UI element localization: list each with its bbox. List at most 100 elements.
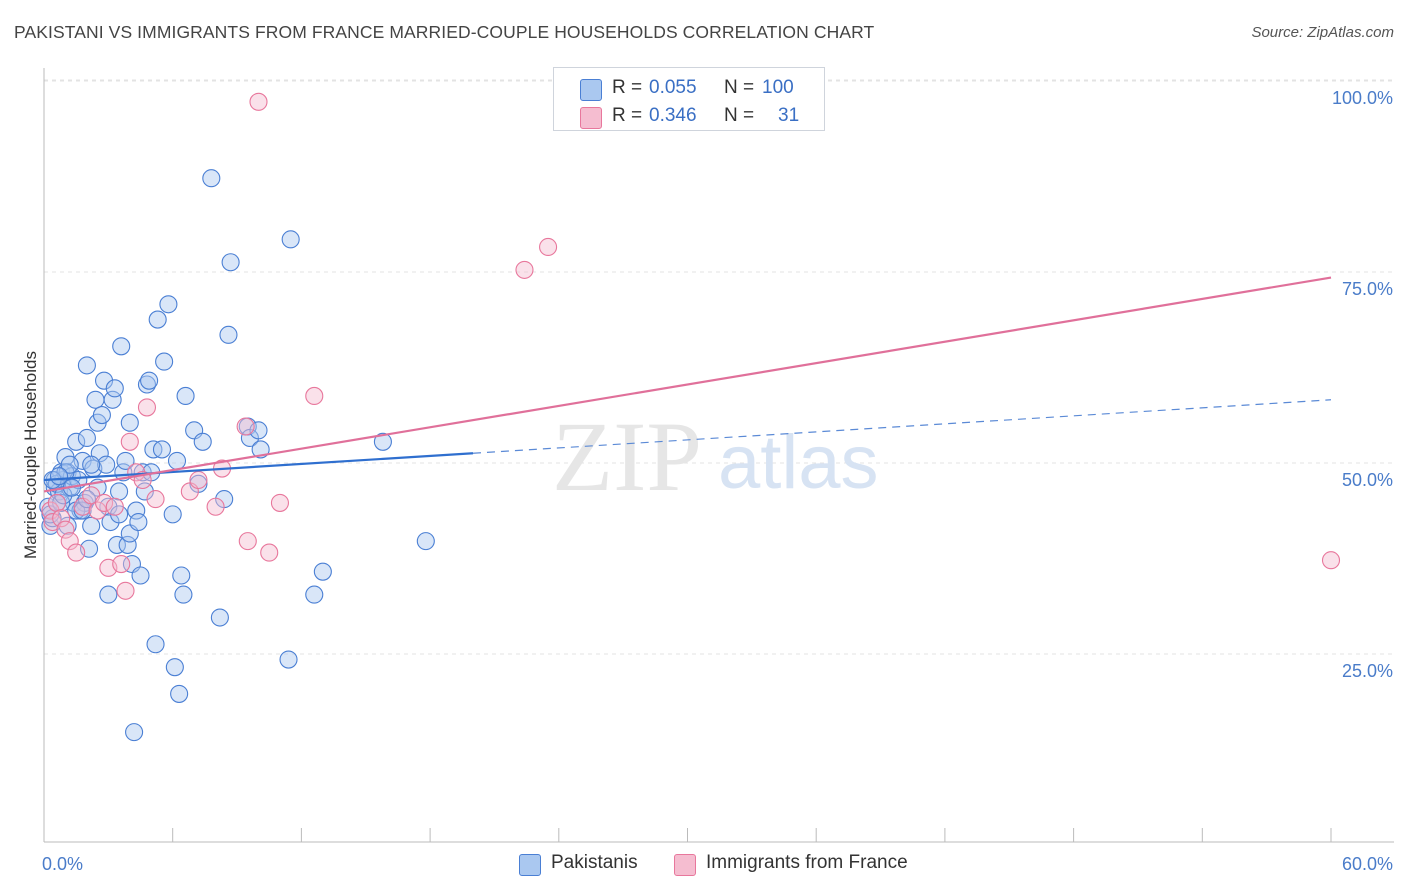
france-point <box>189 470 208 490</box>
pakistanis-point <box>131 566 150 585</box>
x-tick-label: 0.0% <box>42 854 83 874</box>
france-point <box>95 493 114 512</box>
pakistanis-point <box>116 451 135 470</box>
pakistanis-point <box>146 635 165 654</box>
france-point <box>515 260 534 279</box>
pakistanis-point <box>49 467 69 486</box>
france-trend-line <box>43 276 1332 493</box>
france-point <box>47 493 66 512</box>
legend-france-label: Immigrants from France <box>706 852 908 873</box>
pakistanis-point <box>313 562 332 581</box>
france-point <box>305 386 324 406</box>
france-point <box>1321 551 1341 570</box>
france-point <box>206 497 225 516</box>
france-point <box>56 520 75 539</box>
pakistanis-point <box>155 352 174 371</box>
y-tick-label: 100.0% <box>1332 88 1393 108</box>
correlation-legend: R = 0.055 N = 100 R = 0.346 N = 31 <box>553 67 825 131</box>
pakistanis-point <box>416 532 435 551</box>
pakistanis-point <box>92 406 111 425</box>
n-value: 31 <box>778 105 800 126</box>
pakistanis-point <box>52 493 71 512</box>
france-point <box>105 497 124 516</box>
x-tick-label: 60.0% <box>1342 854 1393 874</box>
france-point <box>41 501 60 520</box>
n-label: N = <box>724 105 755 126</box>
pakistanis-point <box>219 325 238 344</box>
pakistanis-point <box>120 413 139 432</box>
pakistanis-point <box>170 684 189 703</box>
r-value: 0.055 <box>649 77 697 98</box>
pakistanis-point <box>110 482 129 501</box>
france-point <box>238 532 257 551</box>
pakistanis-point <box>373 432 392 451</box>
pakistanis-point <box>41 505 60 524</box>
pakistanis-points <box>39 169 435 742</box>
pakistanis-point <box>107 535 126 554</box>
pakistanis-point <box>152 440 172 459</box>
pakistanis-point <box>305 585 324 604</box>
tick-labels: 25.0% 50.0% 75.0% 100.0% 0.0% 60.0% <box>42 88 1393 874</box>
pakistanis-point <box>135 482 154 501</box>
france-point <box>260 543 279 562</box>
pakistanis-point <box>73 501 92 520</box>
axes <box>43 68 1394 843</box>
pakistanis-point <box>172 566 191 585</box>
pakistanis-point <box>165 658 184 677</box>
y-tick-label: 50.0% <box>1342 470 1393 490</box>
pakistanis-point <box>125 723 144 742</box>
pakistanis-point <box>112 337 131 356</box>
pakistanis-trend-line <box>43 452 474 482</box>
pakistanis-point <box>99 585 118 604</box>
france-point <box>52 509 71 528</box>
pakistanis-point <box>60 455 79 474</box>
legend-pakistanis-label: Pakistanis <box>551 852 638 873</box>
pakistanis-point <box>129 512 148 532</box>
y-axis-label: Married-couple Households <box>21 351 40 559</box>
france-point <box>67 543 86 562</box>
france-point <box>116 581 135 600</box>
pakistanis-point <box>221 253 240 272</box>
france-point <box>120 432 139 451</box>
france-point <box>539 237 558 257</box>
pakistanis-point <box>77 428 96 448</box>
france-point <box>249 92 268 111</box>
france-point <box>236 417 255 436</box>
y-tick-label: 25.0% <box>1342 661 1393 681</box>
pakistanis-point <box>77 356 96 375</box>
pakistanis-point <box>159 295 178 314</box>
pakistanis-point <box>193 432 212 451</box>
pakistanis-point <box>105 379 124 398</box>
france-swatch <box>580 107 602 129</box>
r-label: R = <box>612 105 643 126</box>
chart-title: PAKISTANI VS IMMIGRANTS FROM FRANCE MARR… <box>14 22 875 42</box>
pakistanis-point <box>118 535 137 554</box>
pakistanis-point <box>210 608 229 627</box>
legend-row-pakistanis: R = 0.055 N = 100 <box>554 76 824 104</box>
watermark-atlas: atlas <box>718 420 879 505</box>
pakistanis-point <box>140 371 159 390</box>
pakistanis-swatch <box>580 79 602 101</box>
pakistanis-point <box>176 386 195 406</box>
grid-lines <box>44 79 1394 655</box>
pakistanis-legend-swatch <box>519 854 541 876</box>
pakistanis-point <box>97 455 116 474</box>
source-label: Source: ZipAtlas.com <box>1251 24 1394 41</box>
france-points <box>41 88 1341 600</box>
r-label: R = <box>612 77 643 98</box>
france-point <box>60 532 79 551</box>
pakistanis-point <box>82 516 101 535</box>
pakistanis-point <box>82 455 101 474</box>
pakistanis-point <box>127 501 146 520</box>
pakistanis-point <box>103 390 122 409</box>
trend-lines <box>43 276 1332 493</box>
pakistanis-point <box>167 451 187 470</box>
pakistanis-point <box>95 371 114 390</box>
n-label: N = <box>724 77 755 98</box>
france-point <box>146 490 165 509</box>
france-point <box>137 398 157 417</box>
watermark-zip: ZIP <box>552 401 702 512</box>
pakistanis-point <box>148 310 167 329</box>
france-point <box>270 493 290 512</box>
